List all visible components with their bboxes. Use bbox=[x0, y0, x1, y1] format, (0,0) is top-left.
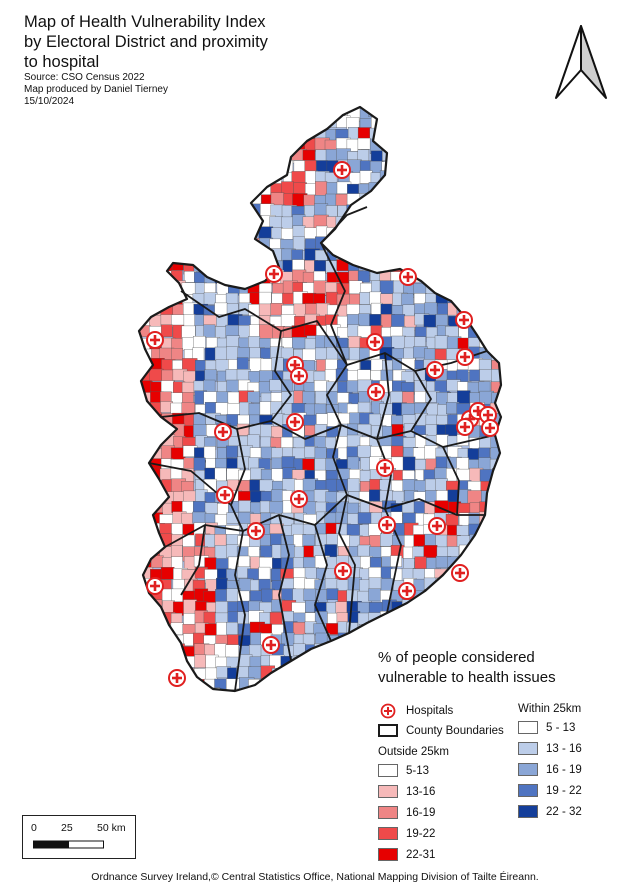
legend-outside-swatch-2 bbox=[378, 806, 398, 819]
legend-title-line-1: % of people considered bbox=[378, 649, 535, 666]
legend-within-class-0: 5 - 13 bbox=[518, 721, 575, 734]
legend-outside-heading: Outside 25km bbox=[378, 746, 449, 758]
hospital-cross-icon bbox=[262, 636, 280, 654]
hospital-cross-icon bbox=[366, 333, 384, 351]
hospital-cross-icon bbox=[290, 367, 308, 385]
scale-label-0: 0 bbox=[31, 822, 37, 834]
hospital-cross-icon bbox=[286, 413, 304, 431]
hospital-cross-icon bbox=[451, 564, 469, 582]
legend-hospitals: Hospitals bbox=[378, 703, 453, 719]
north-arrow-icon bbox=[555, 25, 607, 99]
legend-within-label-3: 19 - 22 bbox=[546, 784, 582, 797]
scale-bar: 0 25 50 km bbox=[22, 815, 136, 859]
legend-outside-class-4: 22-31 bbox=[378, 848, 435, 861]
hospital-cross-icon bbox=[380, 703, 396, 719]
legend-within-swatch-0 bbox=[518, 721, 538, 734]
hospital-cross-icon bbox=[367, 383, 385, 401]
legend-within-label-1: 13 - 16 bbox=[546, 742, 582, 755]
legend-within-swatch-3 bbox=[518, 784, 538, 797]
hospital-cross-icon bbox=[247, 522, 265, 540]
legend-outside-class-0: 5-13 bbox=[378, 764, 429, 777]
legend-within-label-2: 16 - 19 bbox=[546, 763, 582, 776]
hospital-cross-icon bbox=[376, 459, 394, 477]
legend-outside-swatch-0 bbox=[378, 764, 398, 777]
hospital-cross-icon bbox=[168, 669, 186, 687]
hospital-cross-icon bbox=[334, 562, 352, 580]
legend-outside-label-0: 5-13 bbox=[406, 764, 430, 777]
hospital-cross-icon bbox=[456, 348, 474, 366]
date-text: 15/10/2024 bbox=[24, 96, 75, 107]
legend-outside-class-3: 19-22 bbox=[378, 827, 435, 840]
hospital-cross-icon bbox=[290, 490, 308, 508]
hospital-cross-icon bbox=[456, 418, 474, 436]
hospital-cross-icon bbox=[378, 516, 396, 534]
scale-label-25: 25 bbox=[61, 822, 73, 834]
legend-within-label-4: 22 - 32 bbox=[546, 805, 582, 818]
title-block: Map of Health Vulnerability Index by Ele… bbox=[24, 12, 324, 108]
county-boundaries bbox=[137, 105, 503, 693]
legend-within-class-1: 13 - 16 bbox=[518, 742, 582, 755]
hospital-cross-icon bbox=[265, 265, 283, 283]
legend-outside-label-4: 22-31 bbox=[406, 848, 436, 861]
legend-outside-class-1: 13-16 bbox=[378, 785, 435, 798]
hospital-cross-icon bbox=[333, 161, 351, 179]
scale-bar-graphic bbox=[33, 840, 104, 849]
legend-outside-label-2: 16-19 bbox=[406, 806, 436, 819]
legend-outside-swatch-4 bbox=[378, 848, 398, 861]
legend-outside-label-1: 13-16 bbox=[406, 785, 436, 798]
legend-within-swatch-2 bbox=[518, 763, 538, 776]
hospital-cross-icon bbox=[426, 361, 444, 379]
legend-within-class-2: 16 - 19 bbox=[518, 763, 582, 776]
legend-title-line-2: vulnerable to health issues bbox=[378, 669, 556, 686]
scale-label-50: 50 km bbox=[97, 822, 126, 834]
map-title-line-2: by Electoral District and proximity bbox=[24, 33, 268, 51]
hospital-cross-icon bbox=[146, 331, 164, 349]
legend-outside-class-2: 16-19 bbox=[378, 806, 435, 819]
legend-outside-swatch-1 bbox=[378, 785, 398, 798]
legend-county-boundaries: County Boundaries bbox=[378, 724, 504, 737]
credits-text: Ordnance Survey Ireland,© Central Statis… bbox=[91, 871, 539, 883]
county-boundary-swatch bbox=[378, 724, 398, 737]
hospital-markers bbox=[146, 161, 499, 687]
legend-within-swatch-1 bbox=[518, 742, 538, 755]
legend-county-label: County Boundaries bbox=[406, 724, 504, 737]
legend-within-class-4: 22 - 32 bbox=[518, 805, 582, 818]
legend-within-heading: Within 25km bbox=[518, 703, 582, 715]
hospital-cross-icon bbox=[455, 311, 473, 329]
hospital-cross-icon bbox=[214, 423, 232, 441]
legend-hospitals-label: Hospitals bbox=[406, 705, 454, 717]
hospital-cross-icon bbox=[146, 577, 164, 595]
producer-text: Map produced by Daniel Tierney bbox=[24, 84, 168, 95]
hospital-cross-icon bbox=[398, 582, 416, 600]
hospital-cross-icon bbox=[428, 517, 446, 535]
legend-within-label-0: 5 - 13 bbox=[546, 721, 576, 734]
source-text: Source: CSO Census 2022 bbox=[24, 72, 145, 83]
ireland-choropleth-map bbox=[137, 105, 503, 693]
hospital-cross-icon bbox=[216, 486, 234, 504]
map-title-line-3: to hospital bbox=[24, 53, 100, 71]
legend-within-swatch-4 bbox=[518, 805, 538, 818]
legend-title: % of people considered vulnerable to hea… bbox=[378, 648, 618, 688]
legend-outside-label-3: 19-22 bbox=[406, 827, 436, 840]
hospital-cross-icon bbox=[481, 419, 499, 437]
map-title-line-1: Map of Health Vulnerability Index bbox=[24, 13, 266, 31]
hospital-cross-icon bbox=[399, 268, 417, 286]
legend-within-class-3: 19 - 22 bbox=[518, 784, 582, 797]
legend-outside-swatch-3 bbox=[378, 827, 398, 840]
